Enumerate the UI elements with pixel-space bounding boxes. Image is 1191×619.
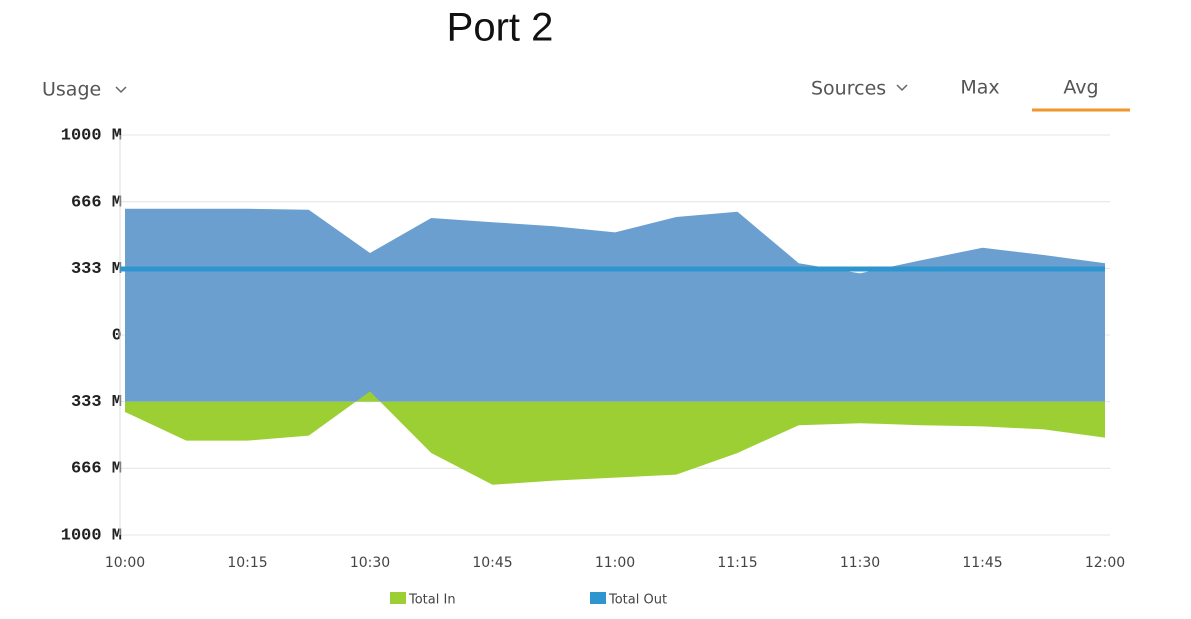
area-total-in	[125, 391, 1105, 485]
x-tick-label: 10:45	[472, 555, 512, 571]
sources-dropdown[interactable]: Sources	[811, 78, 908, 100]
tab[interactable]: Avg	[1063, 77, 1098, 99]
legend-label: Total In	[408, 593, 456, 608]
y-tick-label: 1000 M	[61, 526, 122, 545]
chart-title: Port 2	[447, 6, 554, 50]
sources-label: Sources	[811, 78, 886, 100]
legend-label: Total Out	[608, 593, 667, 608]
x-tick-label: 11:30	[840, 555, 880, 571]
x-tick-label: 10:30	[350, 555, 390, 571]
legend-swatch	[590, 592, 606, 604]
x-tick-label: 11:00	[595, 555, 635, 571]
chevron	[896, 84, 908, 92]
x-tick-label: 10:00	[105, 555, 145, 571]
y-tick-label: 0	[112, 326, 122, 345]
y-tick-label: 333 M	[71, 393, 122, 412]
legend-swatch	[390, 592, 406, 604]
x-tick-label: 11:15	[717, 555, 757, 571]
y-tick-label: 333 M	[71, 260, 122, 279]
metric-label: Usage	[42, 79, 101, 101]
tab[interactable]: Max	[960, 77, 999, 99]
y-tick-label: 666 M	[71, 460, 122, 479]
x-tick-label: 11:45	[962, 555, 1002, 571]
chevron	[115, 86, 127, 94]
y-tick-label: 666 M	[71, 193, 122, 212]
metric-dropdown[interactable]: Usage	[42, 79, 127, 101]
x-tick-label: 12:00	[1085, 555, 1125, 571]
area-total-out	[125, 208, 1105, 402]
x-tick-label: 10:15	[227, 555, 267, 571]
y-tick-label: 1000 M	[61, 126, 122, 145]
